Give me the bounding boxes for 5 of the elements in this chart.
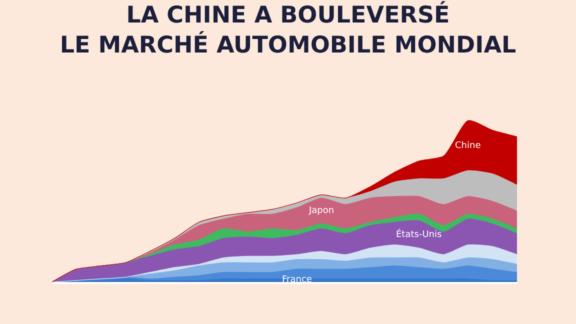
chart-title: LA CHINE A BOULEVERSÉ LE MARCHÉ AUTOMOBILE MONDIAL <box>60 0 517 59</box>
series-label: France <box>282 275 312 285</box>
series-label: Chine <box>455 141 482 151</box>
series-label: États-Unis <box>396 228 442 240</box>
series-label: Japon <box>308 206 334 216</box>
